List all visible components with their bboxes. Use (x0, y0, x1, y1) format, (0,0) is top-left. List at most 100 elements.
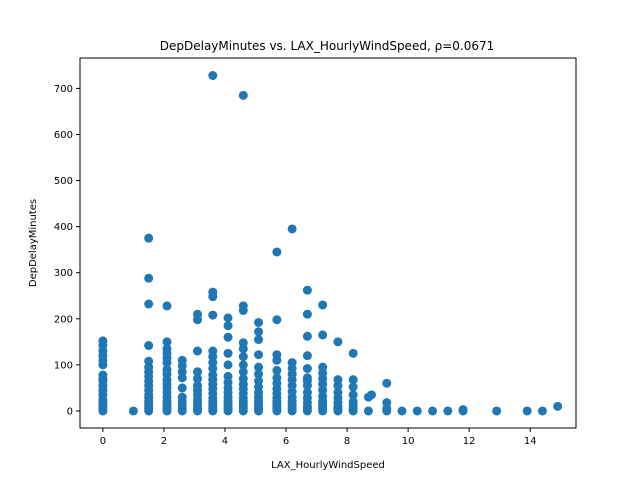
scatter-point (193, 374, 203, 384)
scatter-point (254, 327, 264, 337)
scatter-point (382, 398, 392, 408)
x-tick-label: 12 (463, 436, 476, 447)
y-tick-label: 300 (54, 268, 73, 279)
scatter-point (144, 233, 154, 243)
scatter-point (302, 351, 312, 361)
scatter-point (348, 390, 358, 400)
scatter-point (223, 321, 233, 331)
y-tick-label: 0 (67, 406, 73, 417)
scatter-point (223, 371, 233, 381)
y-tick-label: 400 (54, 222, 73, 233)
scatter-point (193, 309, 203, 319)
scatter-point (238, 360, 248, 370)
scatter-point (162, 301, 172, 311)
plot-frame (79, 57, 577, 429)
scatter-point (397, 406, 407, 416)
scatter-point (302, 309, 312, 319)
x-axis-ticks: 0 2 4 6 8 10 12 14 (100, 428, 537, 447)
scatter-point (272, 315, 282, 325)
scatter-point (412, 406, 422, 416)
scatter-point (193, 346, 203, 356)
scatter-point (302, 285, 312, 295)
scatter-point (223, 360, 233, 370)
scatter-point (522, 406, 532, 416)
scatter-point (238, 301, 248, 311)
scatter-point (537, 406, 547, 416)
scatter-point (238, 352, 248, 362)
scatter-point (348, 375, 358, 385)
x-tick-label: 8 (344, 436, 350, 447)
scatter-point (238, 90, 248, 100)
scatter-point (318, 330, 328, 340)
scatter-point (193, 367, 203, 377)
scatter-point (144, 273, 154, 283)
x-tick-label: 10 (402, 436, 415, 447)
chart-title: DepDelayMinutes vs. LAX_HourlyWindSpeed,… (160, 39, 494, 53)
scatter-point (318, 362, 328, 372)
scatter-point (302, 388, 312, 398)
scatter-point (208, 370, 218, 380)
scatter-point (238, 374, 248, 384)
scatter-point (287, 358, 297, 368)
y-tick-label: 100 (54, 360, 73, 371)
y-axis-ticks: 0 100 200 300 400 500 600 700 (54, 84, 80, 417)
scatter-point (144, 341, 154, 351)
scatter-point (177, 392, 187, 402)
y-tick-label: 600 (54, 130, 73, 141)
scatter-point (144, 356, 154, 366)
scatter-point (302, 331, 312, 341)
x-axis-label: LAX_HourlyWindSpeed (271, 460, 385, 471)
scatter-point (254, 317, 264, 327)
scatter-point (223, 348, 233, 358)
scatter-point (443, 406, 453, 416)
scatter-point (223, 332, 233, 342)
scatter-point (302, 364, 312, 374)
y-tick-label: 200 (54, 314, 73, 325)
scatter-point (162, 337, 172, 347)
scatter-point (272, 247, 282, 257)
scatter-point (238, 338, 248, 348)
scatter-point (254, 335, 264, 345)
scatter-point (98, 336, 108, 346)
scatter-point (287, 224, 297, 234)
x-tick-label: 14 (524, 436, 537, 447)
points-layer (98, 71, 563, 416)
y-tick-label: 700 (54, 84, 73, 95)
scatter-point (208, 287, 218, 297)
x-tick-label: 4 (222, 436, 228, 447)
x-tick-label: 0 (100, 436, 106, 447)
scatter-point (177, 355, 187, 365)
scatter-point (272, 350, 282, 360)
scatter-point (492, 406, 502, 416)
scatter-point (318, 300, 328, 310)
scatter-point (382, 378, 392, 388)
scatter-point (428, 406, 438, 416)
scatter-point (254, 369, 264, 379)
scatter-point (254, 362, 264, 372)
scatter-point (458, 405, 468, 415)
y-tick-label: 500 (54, 176, 73, 187)
scatter-point (348, 348, 358, 358)
x-tick-label: 6 (283, 436, 289, 447)
scatter-point (238, 367, 248, 377)
scatter-point (272, 365, 282, 375)
y-axis-label: DepDelayMinutes (28, 199, 39, 287)
scatter-point (363, 406, 373, 416)
scatter-point (367, 390, 376, 400)
scatter-point (553, 401, 563, 411)
scatter-point (177, 383, 187, 393)
scatter-point (254, 376, 264, 386)
scatter-point (223, 313, 233, 323)
scatter-point (208, 346, 218, 356)
scatter-point (333, 375, 343, 385)
scatter-point (193, 381, 203, 391)
scatter-point (98, 370, 108, 380)
scatter-point (208, 310, 218, 320)
scatter-point (128, 406, 138, 416)
scatter-point (254, 350, 264, 360)
scatter-point (208, 71, 218, 81)
scatter-point (144, 299, 154, 309)
scatter-point (348, 382, 358, 392)
x-tick-label: 2 (161, 436, 167, 447)
scatter-point (162, 364, 172, 374)
